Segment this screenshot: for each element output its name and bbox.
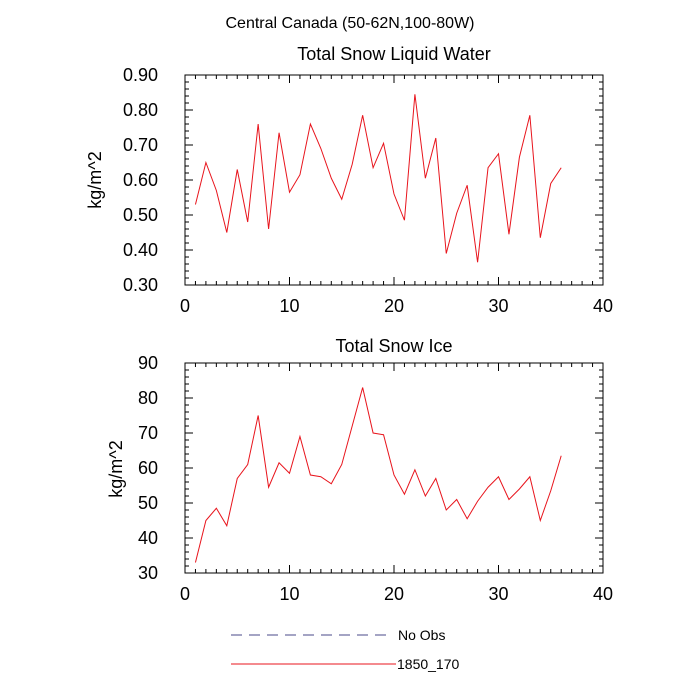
series-group xyxy=(194,94,562,263)
y-tick-label: 90 xyxy=(138,353,158,373)
panel-title: Total Snow Liquid Water xyxy=(297,44,490,64)
y-tick-label: 40 xyxy=(138,528,158,548)
x-tick-label: 10 xyxy=(279,296,299,316)
y-tick-label: 70 xyxy=(138,423,158,443)
y-tick-label: 0.70 xyxy=(123,135,158,155)
y-tick-label: 0.30 xyxy=(123,275,158,295)
panel-snow-ice: Total Snow Ice 0 10 20 30 40 30405060708090 … xyxy=(106,336,613,604)
series-group xyxy=(194,387,562,563)
y-axis-label: kg/m^2 xyxy=(85,151,105,208)
x-tick-label: 30 xyxy=(488,296,508,316)
legend: No Obs 1850_170 xyxy=(231,627,460,672)
series-line-1850-170 xyxy=(194,94,562,263)
y-tick-label: 0.40 xyxy=(123,240,158,260)
y-tick-label: 30 xyxy=(138,563,158,583)
x-tick-label: 20 xyxy=(384,584,404,604)
x-tick-label: 0 xyxy=(180,584,190,604)
x-tick-label: 40 xyxy=(593,584,613,604)
plot-frame xyxy=(184,362,604,574)
figure-title: Central Canada (50-62N,100-80W) xyxy=(225,15,474,32)
x-tick-label: 0 xyxy=(180,296,190,316)
x-tick-label: 20 xyxy=(384,296,404,316)
y-axis-label: kg/m^2 xyxy=(106,440,126,497)
x-tick-label: 40 xyxy=(593,296,613,316)
y-tick-label: 60 xyxy=(138,458,158,478)
y-axis-ticks: 30 40 50 60 70 80 90 xyxy=(138,353,603,583)
y-tick-label: 80 xyxy=(138,388,158,408)
panel-snow-liquid-water: Total Snow Liquid Water 0 10 20 30 40 0.300.… xyxy=(85,44,613,316)
y-tick-label: 50 xyxy=(138,493,158,513)
x-axis-ticks: 0 10 20 30 40 xyxy=(180,75,613,316)
y-tick-label: 0.50 xyxy=(123,205,158,225)
panel-title: Total Snow Ice xyxy=(335,336,452,356)
x-axis-ticks: 0 10 20 30 40 xyxy=(180,363,613,604)
series-line-1850-170 xyxy=(194,387,562,563)
x-tick-label: 30 xyxy=(488,584,508,604)
legend-label: No Obs xyxy=(398,627,445,643)
legend-label: 1850_170 xyxy=(397,656,460,672)
y-tick-label: 0.90 xyxy=(123,65,158,85)
y-axis-ticks: 0.30 0.40 0.50 0.60 0.70 0.80 0.90 xyxy=(123,65,603,295)
legend-item-no-obs: No Obs xyxy=(231,627,445,643)
legend-item-1850-170: 1850_170 xyxy=(231,656,460,672)
y-tick-label: 0.60 xyxy=(123,170,158,190)
plot-frame xyxy=(184,74,604,286)
x-tick-label: 10 xyxy=(279,584,299,604)
y-tick-label: 0.80 xyxy=(123,100,158,120)
